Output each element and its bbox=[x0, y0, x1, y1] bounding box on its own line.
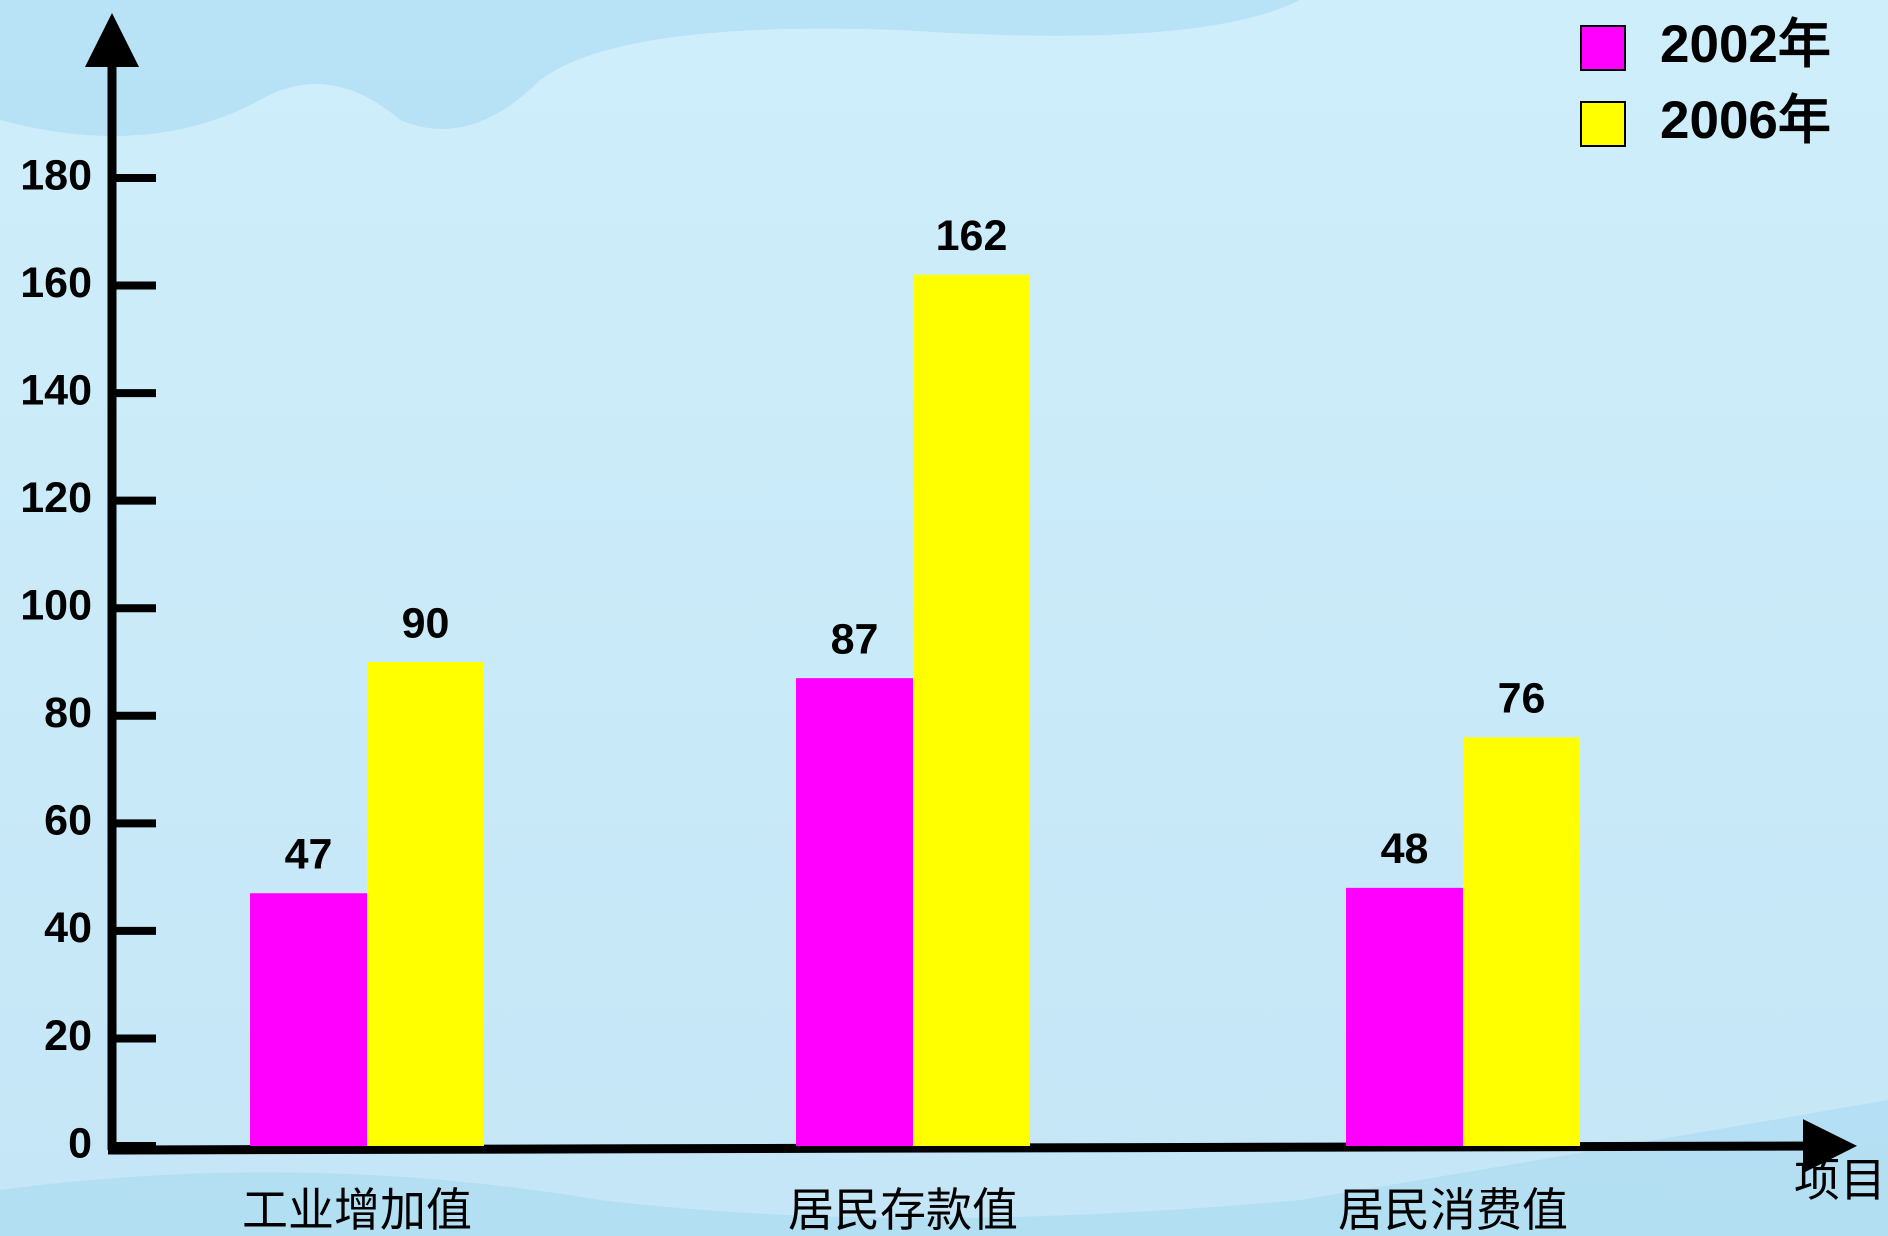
value-label: 47 bbox=[285, 831, 333, 879]
y-tick-label: 180 bbox=[20, 151, 92, 199]
y-tick-label: 140 bbox=[20, 366, 92, 414]
bar bbox=[796, 678, 913, 1146]
x-tick-label: 居民存款值 bbox=[788, 1184, 1018, 1236]
y-tick-label: 20 bbox=[44, 1012, 92, 1060]
y-tick-label: 80 bbox=[44, 689, 92, 737]
y-tick-label: 40 bbox=[44, 904, 92, 952]
value-label: 87 bbox=[831, 615, 879, 663]
bar bbox=[913, 274, 1030, 1146]
bar bbox=[1346, 887, 1463, 1146]
y-tick-label: 100 bbox=[20, 582, 92, 630]
bar bbox=[1463, 737, 1580, 1146]
y-tick-label: 0 bbox=[68, 1119, 92, 1167]
y-tick-label: 160 bbox=[20, 259, 92, 307]
bar bbox=[367, 662, 484, 1146]
legend-label: 2002年 bbox=[1660, 15, 1831, 74]
legend-label: 2006年 bbox=[1660, 91, 1831, 150]
decoration bbox=[0, 1100, 1888, 1236]
x-tick-label: 工业增加值 bbox=[242, 1184, 472, 1236]
x-axis-label: 项目 bbox=[1794, 1154, 1886, 1206]
value-label: 162 bbox=[936, 212, 1008, 260]
value-label: 90 bbox=[402, 599, 450, 647]
legend-swatch bbox=[1580, 25, 1626, 71]
y-tick-label: 60 bbox=[44, 797, 92, 845]
decoration bbox=[0, 0, 1300, 136]
value-label: 76 bbox=[1498, 675, 1546, 723]
x-axis bbox=[107, 1119, 1857, 1174]
legend-swatch bbox=[1580, 101, 1626, 147]
x-tick-label: 居民消费值 bbox=[1338, 1184, 1568, 1236]
y-tick-label: 120 bbox=[20, 474, 92, 522]
bar bbox=[250, 893, 367, 1146]
value-label: 48 bbox=[1381, 825, 1429, 873]
